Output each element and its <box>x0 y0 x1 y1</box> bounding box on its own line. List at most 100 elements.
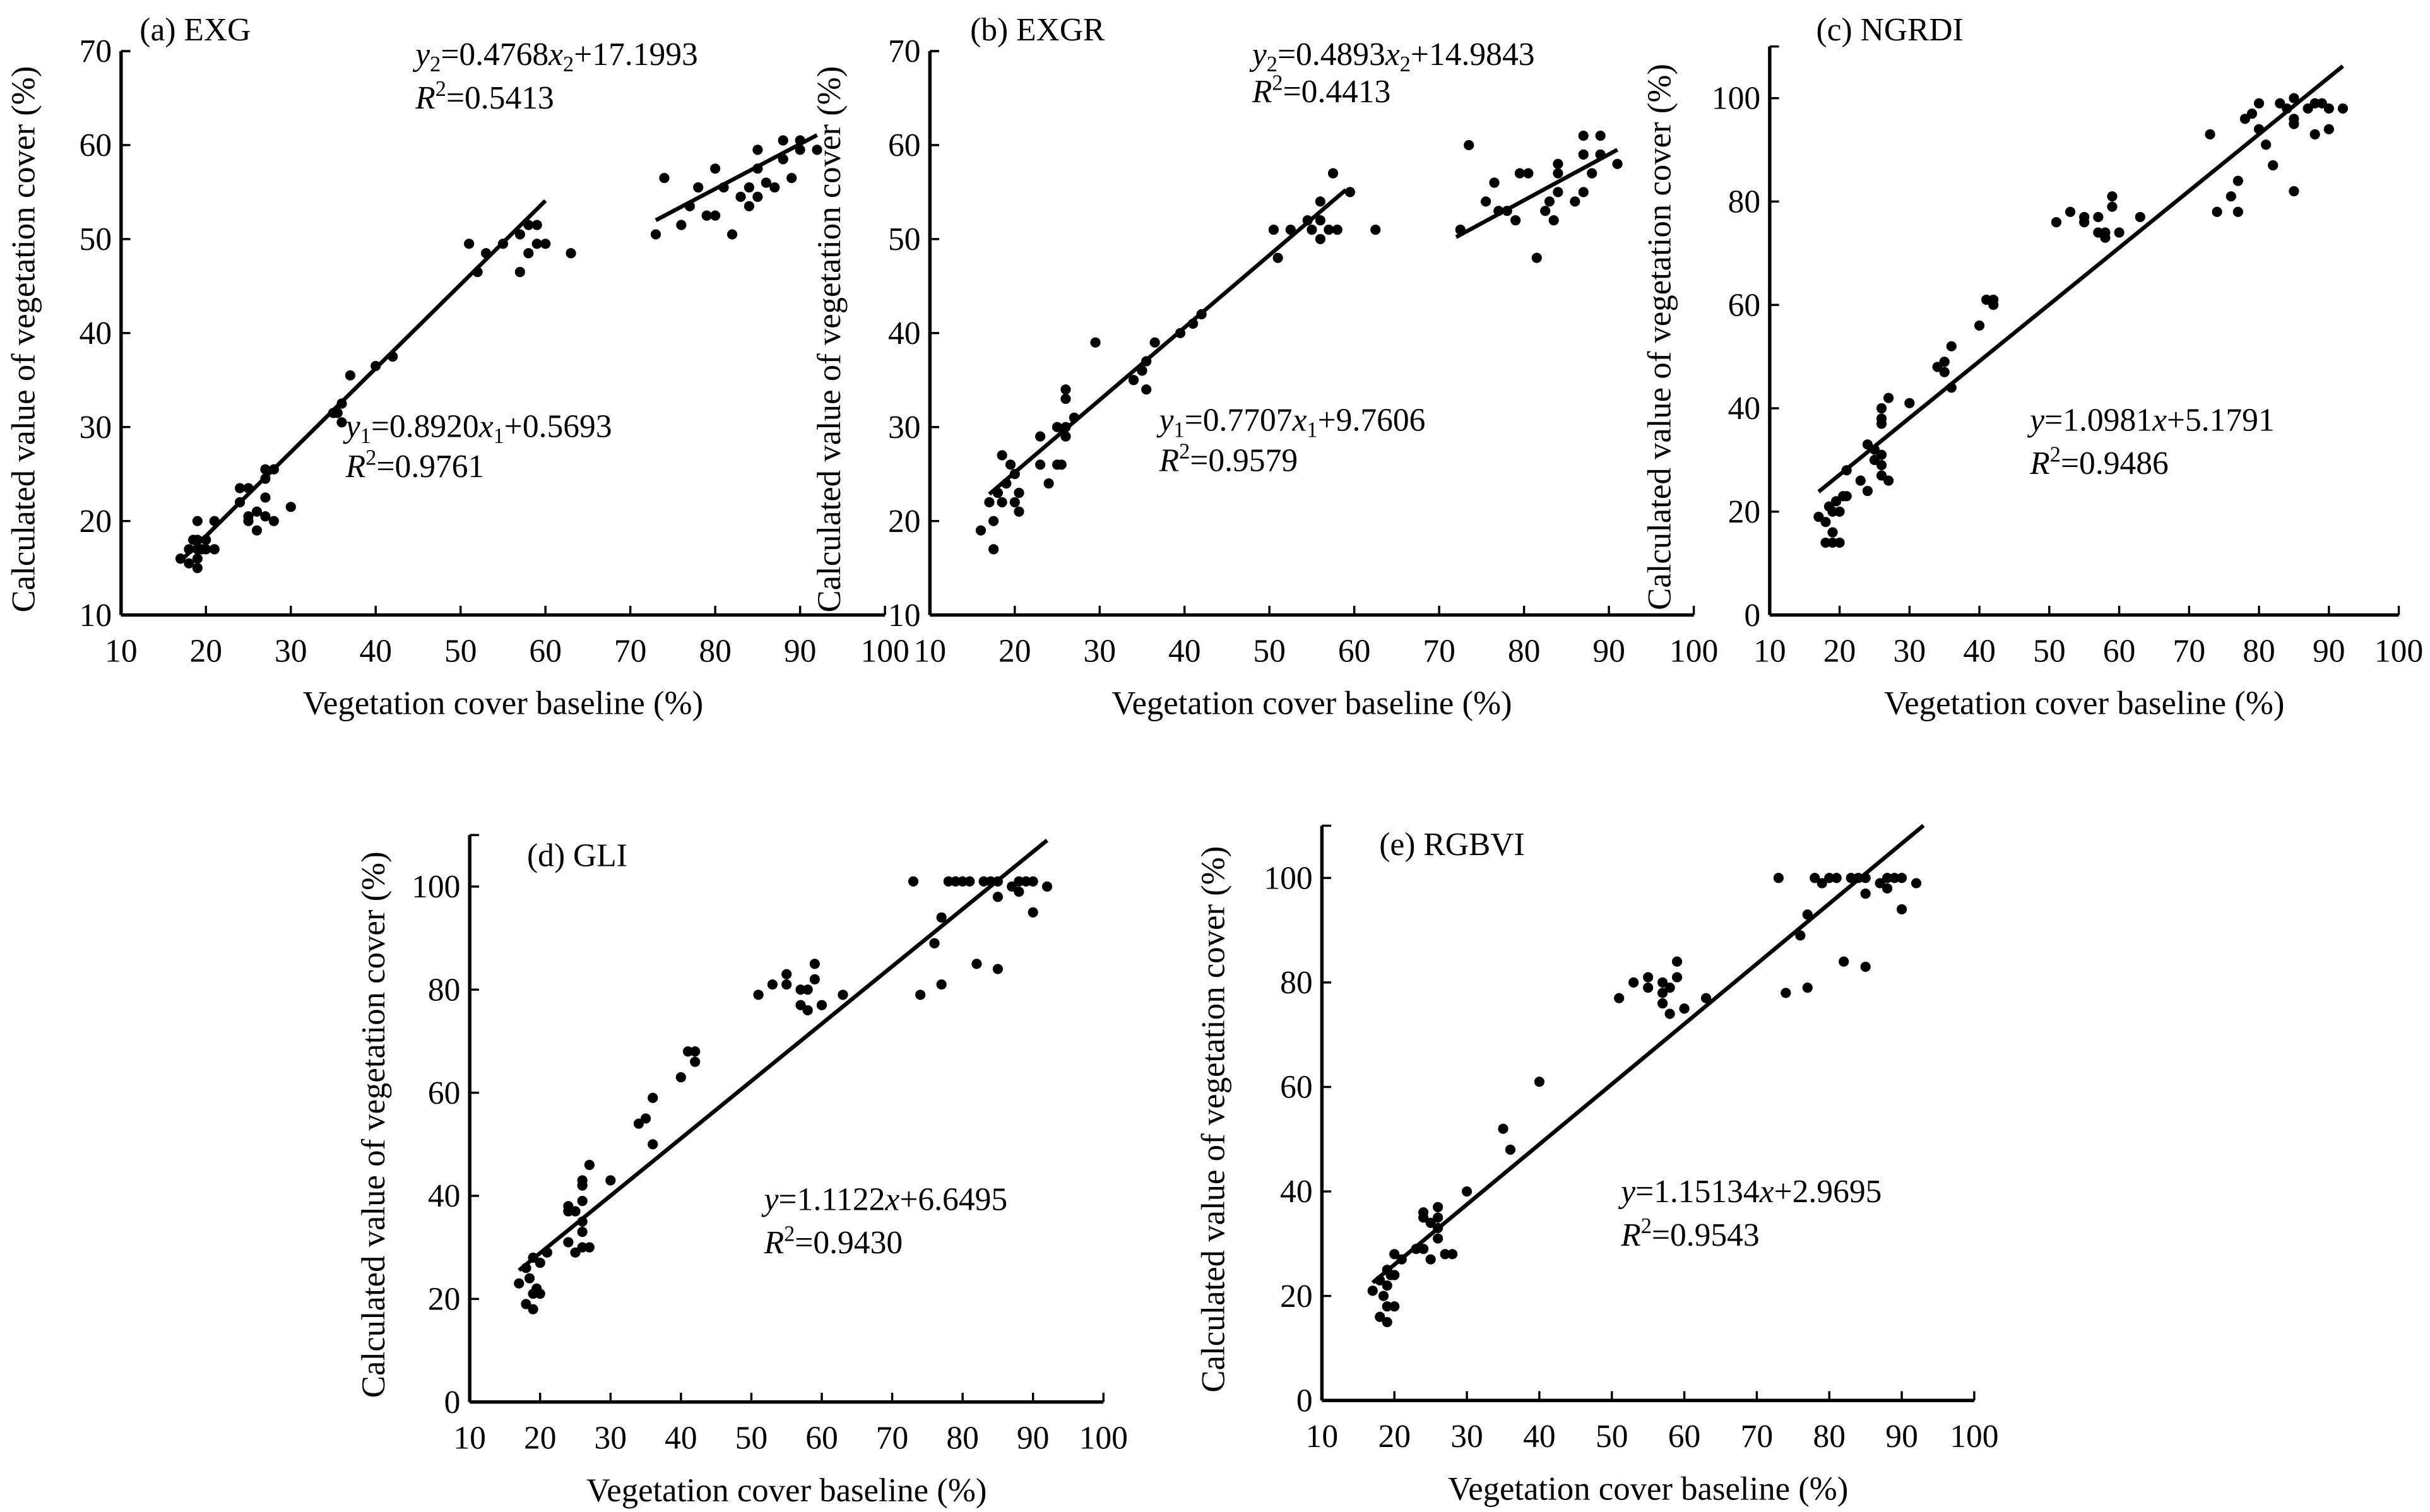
data-point <box>1489 177 1500 188</box>
data-point <box>336 417 347 428</box>
data-point <box>1614 993 1625 1003</box>
data-point <box>659 172 670 184</box>
x-tick-label: 30 <box>1450 1419 1483 1455</box>
x-tick-label: 10 <box>453 1420 486 1456</box>
data-point <box>1418 1244 1429 1255</box>
data-point <box>1272 252 1283 263</box>
data-point <box>1014 876 1024 887</box>
data-point <box>1382 1280 1392 1291</box>
data-point <box>1643 972 1654 983</box>
data-point <box>1657 988 1668 998</box>
regression-line <box>655 133 819 222</box>
data-point <box>812 145 822 155</box>
data-point <box>1664 983 1675 993</box>
data-point <box>1657 977 1668 988</box>
y-axis-label: Calculated value of vegetation cover (%) <box>1642 64 1678 610</box>
data-point <box>577 1196 588 1207</box>
data-point <box>2226 191 2236 202</box>
y-tick-label: 60 <box>80 127 112 163</box>
data-point <box>268 516 279 526</box>
x-tick-label: 80 <box>699 633 732 669</box>
data-point <box>1014 487 1024 499</box>
data-point <box>1315 233 1325 244</box>
data-point <box>1425 1254 1436 1265</box>
data-point <box>243 516 254 526</box>
data-point <box>201 544 211 555</box>
data-point <box>184 558 194 569</box>
data-point <box>1028 907 1038 918</box>
data-point <box>260 464 271 475</box>
data-point <box>997 497 1007 507</box>
data-point <box>1375 1311 1385 1322</box>
y-axis-label: Calculated value of vegetation cover (%) <box>1195 846 1232 1393</box>
x-tick-label: 50 <box>1253 633 1286 669</box>
data-point <box>1544 196 1555 207</box>
data-point <box>2051 217 2062 228</box>
data-point <box>1344 187 1356 198</box>
data-point <box>1090 337 1101 348</box>
x-tick-label: 30 <box>1894 633 1926 669</box>
data-point <box>1014 886 1024 897</box>
data-point <box>744 182 755 193</box>
data-point <box>1035 459 1046 470</box>
data-point <box>1553 187 1563 198</box>
data-point <box>521 1299 531 1309</box>
data-point <box>1128 375 1139 386</box>
x-tick-label: 90 <box>784 633 817 669</box>
data-point <box>1820 537 1831 548</box>
data-point <box>1981 294 1992 305</box>
data-point <box>753 989 764 1000</box>
data-point <box>744 201 755 211</box>
y-tick-label: 60 <box>1728 287 1761 323</box>
data-point <box>1041 881 1053 892</box>
data-point <box>2323 103 2334 114</box>
data-point <box>710 210 721 221</box>
x-tick-label: 60 <box>2103 633 2136 669</box>
data-point <box>690 1046 701 1057</box>
data-point <box>650 229 661 240</box>
regression-equation: y1=0.7707x1+9.7606 <box>1156 402 1426 442</box>
data-point <box>260 492 271 503</box>
data-point <box>1846 873 1856 883</box>
data-point <box>260 511 271 522</box>
data-point <box>838 989 848 1000</box>
data-point <box>1700 993 1712 1003</box>
x-tick-label: 30 <box>595 1420 627 1456</box>
data-point <box>1876 459 1887 471</box>
data-point <box>1514 168 1525 179</box>
panel-title: (d) GLI <box>527 837 627 873</box>
data-point <box>1389 1249 1400 1260</box>
data-point <box>1882 873 1893 883</box>
data-point <box>1795 930 1806 941</box>
data-point <box>1433 1212 1443 1223</box>
data-point <box>577 1175 588 1186</box>
data-point <box>1860 889 1871 899</box>
data-point <box>795 1000 806 1010</box>
x-tick-label: 30 <box>1083 633 1116 669</box>
data-point <box>1876 470 1887 481</box>
data-point <box>192 563 203 574</box>
data-point <box>1510 215 1521 226</box>
x-tick-label: 10 <box>1753 633 1786 669</box>
data-point <box>1876 449 1887 460</box>
x-tick-label: 100 <box>1079 1420 1128 1456</box>
data-point <box>1332 224 1342 235</box>
x-tick-label: 10 <box>1306 1419 1339 1455</box>
data-point <box>957 876 968 887</box>
x-tick-label: 60 <box>1338 633 1371 669</box>
regression-line <box>1455 148 1619 239</box>
data-point <box>1876 403 1887 414</box>
data-point <box>1425 1217 1436 1228</box>
data-point <box>929 938 940 948</box>
data-point <box>997 450 1007 461</box>
data-point <box>1268 224 1279 235</box>
data-point <box>1060 384 1071 395</box>
x-tick-label: 70 <box>2173 633 2206 669</box>
data-point <box>1505 1144 1516 1155</box>
y-tick-label: 50 <box>80 221 112 257</box>
data-point <box>1773 873 1784 883</box>
data-point <box>1932 362 1943 372</box>
y-tick-label: 30 <box>888 410 921 446</box>
data-point <box>1389 1270 1400 1280</box>
